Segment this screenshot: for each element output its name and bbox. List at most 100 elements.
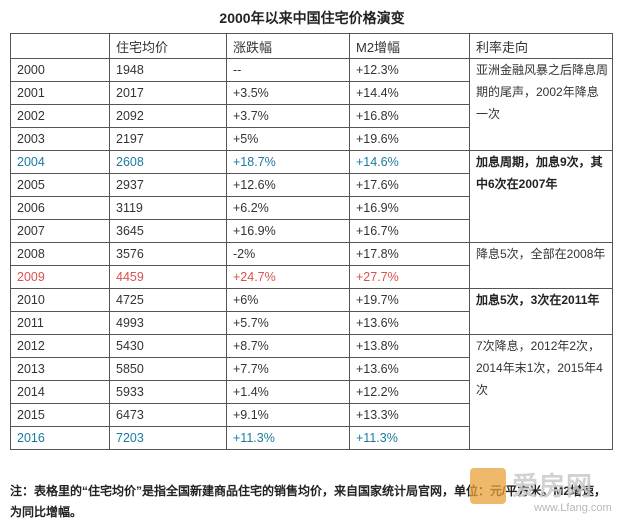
header-m2: M2增幅 <box>349 33 470 59</box>
m2-cell: +13.6% <box>349 357 470 381</box>
table-row: 2016 7203 +11.3% +11.3% <box>10 426 613 450</box>
table-row: 2009 4459 +24.7% +27.7% <box>10 265 613 289</box>
price-cell: 4459 <box>109 265 227 289</box>
change-cell: +3.5% <box>226 81 350 105</box>
year-cell: 2000 <box>10 58 110 82</box>
change-cell: +9.1% <box>226 403 350 427</box>
year-cell: 2003 <box>10 127 110 151</box>
table-row: 2010 4725 +6% +19.7% 加息5次，3次在2011年 <box>10 288 613 335</box>
m2-cell: +27.7% <box>349 265 470 289</box>
year-cell: 2008 <box>10 242 110 266</box>
year-cell: 2016 <box>10 426 110 450</box>
year-cell: 2010 <box>10 288 110 312</box>
header-price: 住宅均价 <box>109 33 227 59</box>
m2-cell: +19.6% <box>349 127 470 151</box>
year-cell: 2005 <box>10 173 110 197</box>
table-row: 2005 2937 +12.6% +17.6% <box>10 173 613 197</box>
year-cell: 2013 <box>10 357 110 381</box>
year-cell: 2014 <box>10 380 110 404</box>
change-cell: +12.6% <box>226 173 350 197</box>
m2-cell: +13.3% <box>349 403 470 427</box>
m2-cell: +16.8% <box>349 104 470 128</box>
m2-cell: +14.4% <box>349 81 470 105</box>
price-cell: 3576 <box>109 242 227 266</box>
price-cell: 3119 <box>109 196 227 220</box>
table-row: 2011 4993 +5.7% +13.6% <box>10 311 613 335</box>
price-cell: 5933 <box>109 380 227 404</box>
m2-cell: +17.8% <box>349 242 470 266</box>
rate-note: 加息5次，3次在2011年 <box>469 288 613 335</box>
price-cell: 6473 <box>109 403 227 427</box>
header-year <box>10 33 110 59</box>
year-cell: 2015 <box>10 403 110 427</box>
table-row: 2006 3119 +6.2% +16.9% <box>10 196 613 220</box>
table-row: 2004 2608 +18.7% +14.6% 加息周期，加息9次，其中6次在2… <box>10 150 613 243</box>
m2-cell: +16.9% <box>349 196 470 220</box>
m2-cell: +13.6% <box>349 311 470 335</box>
m2-cell: +17.6% <box>349 173 470 197</box>
change-cell: +5.7% <box>226 311 350 335</box>
table-row: 2000 1948 -- +12.3% 亚洲金融风暴之后降息周期的尾声，2002… <box>10 58 613 151</box>
change-cell: +8.7% <box>226 334 350 358</box>
rate-note: 加息周期，加息9次，其中6次在2007年 <box>469 150 613 243</box>
change-cell: +3.7% <box>226 104 350 128</box>
header-change: 涨跌幅 <box>226 33 350 59</box>
price-cell: 5430 <box>109 334 227 358</box>
m2-cell: +13.8% <box>349 334 470 358</box>
watermark-brand: 爱房网 <box>512 472 594 502</box>
change-cell: +16.9% <box>226 219 350 243</box>
year-cell: 2009 <box>10 265 110 289</box>
year-cell: 2011 <box>10 311 110 335</box>
change-cell: +18.7% <box>226 150 350 174</box>
year-cell: 2004 <box>10 150 110 174</box>
price-cell: 3645 <box>109 219 227 243</box>
price-cell: 1948 <box>109 58 227 82</box>
price-table: 住宅均价 涨跌幅 M2增幅 利率走向 2000 1948 -- +12.3% 亚… <box>10 33 613 450</box>
table-row: 2007 3645 +16.9% +16.7% <box>10 219 613 243</box>
watermark-url: www.Lfang.com <box>534 502 612 514</box>
m2-cell: +19.7% <box>349 288 470 312</box>
table-row: 2012 5430 +8.7% +13.8% 7次降息，2012年2次，2014… <box>10 334 613 450</box>
table-title: 2000年以来中国住宅价格演变 <box>219 10 405 26</box>
year-cell: 2007 <box>10 219 110 243</box>
price-cell: 2608 <box>109 150 227 174</box>
change-cell: +24.7% <box>226 265 350 289</box>
year-cell: 2006 <box>10 196 110 220</box>
table-row: 2003 2197 +5% +19.6% <box>10 127 613 151</box>
price-cell: 2937 <box>109 173 227 197</box>
change-cell: +6% <box>226 288 350 312</box>
house-logo-icon <box>470 468 506 504</box>
table-row: 2008 3576 -2% +17.8% 降息5次，全部在2008年 <box>10 242 613 289</box>
m2-cell: +14.6% <box>349 150 470 174</box>
m2-cell: +12.2% <box>349 380 470 404</box>
table-row: 2001 2017 +3.5% +14.4% <box>10 81 613 105</box>
price-cell: 5850 <box>109 357 227 381</box>
header-rate: 利率走向 <box>469 33 613 59</box>
change-cell: +7.7% <box>226 357 350 381</box>
change-cell: -2% <box>226 242 350 266</box>
price-cell: 2197 <box>109 127 227 151</box>
change-cell: -- <box>226 58 350 82</box>
rate-note: 7次降息，2012年2次，2014年末1次，2015年4次 <box>469 334 613 450</box>
change-cell: +1.4% <box>226 380 350 404</box>
footnote: 注：表格里的“住宅均价”是指全国新建商品住宅的销售均价，来自国家统计局官网，单位… <box>10 484 607 519</box>
table-row: 2015 6473 +9.1% +13.3% <box>10 403 613 427</box>
price-cell: 7203 <box>109 426 227 450</box>
price-cell: 2017 <box>109 81 227 105</box>
year-cell: 2001 <box>10 81 110 105</box>
watermark: 爱房网 www.Lfang.com <box>470 464 620 522</box>
price-cell: 2092 <box>109 104 227 128</box>
year-cell: 2012 <box>10 334 110 358</box>
year-cell: 2002 <box>10 104 110 128</box>
price-cell: 4993 <box>109 311 227 335</box>
change-cell: +11.3% <box>226 426 350 450</box>
m2-cell: +11.3% <box>349 426 470 450</box>
table-row: 2002 2092 +3.7% +16.8% <box>10 104 613 128</box>
header-row: 住宅均价 涨跌幅 M2增幅 利率走向 <box>10 33 613 59</box>
rate-note: 亚洲金融风暴之后降息周期的尾声，2002年降息一次 <box>469 58 613 151</box>
m2-cell: +12.3% <box>349 58 470 82</box>
price-cell: 4725 <box>109 288 227 312</box>
rate-note: 降息5次，全部在2008年 <box>469 242 613 289</box>
change-cell: +5% <box>226 127 350 151</box>
change-cell: +6.2% <box>226 196 350 220</box>
